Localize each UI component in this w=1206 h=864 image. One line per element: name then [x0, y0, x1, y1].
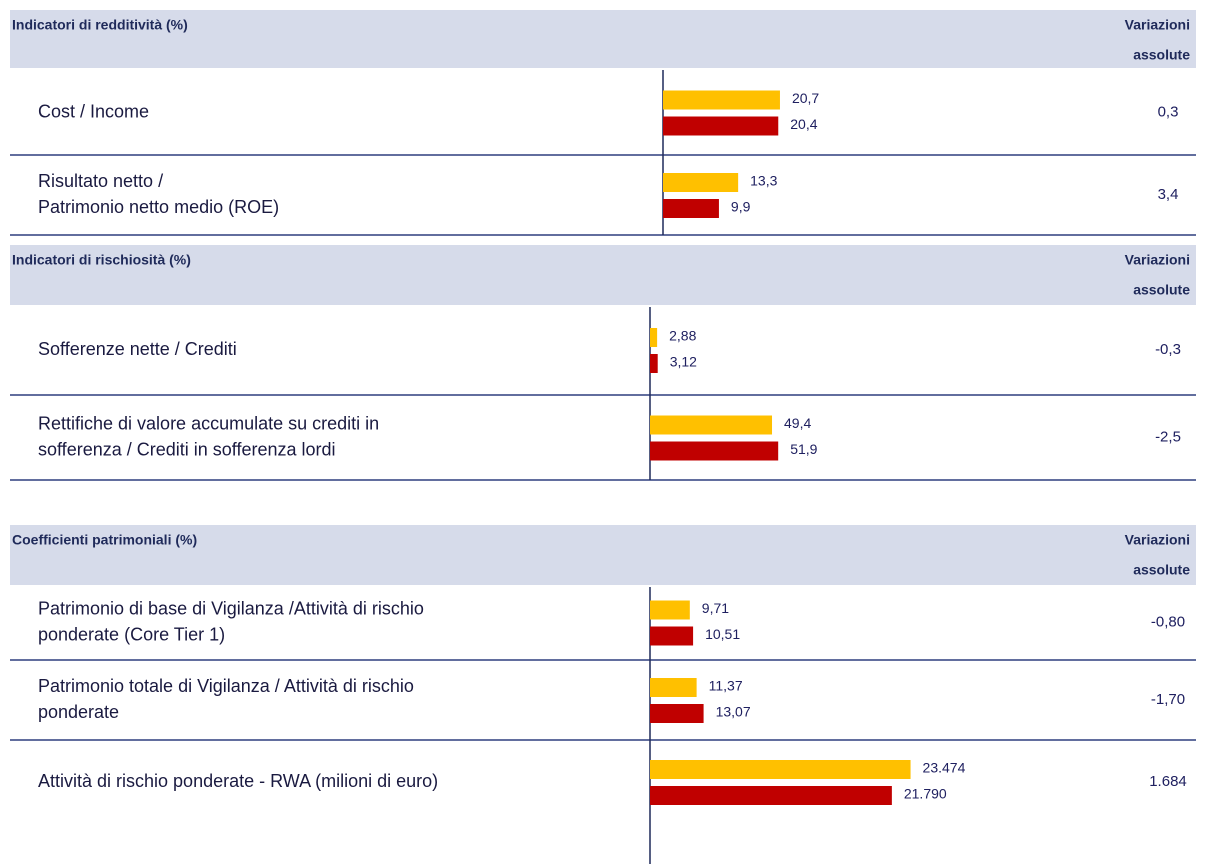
bar-value: 13,07	[716, 704, 751, 720]
change-header: Variazioni	[1125, 17, 1190, 33]
bar	[650, 600, 690, 620]
change-value: -0,80	[1151, 613, 1185, 630]
bar	[650, 704, 704, 723]
section-title: Coefficienti patrimoniali (%)	[12, 532, 197, 548]
bar	[663, 116, 779, 136]
change-value: 1.684	[1149, 773, 1187, 790]
bar-value: 3,12	[670, 354, 697, 370]
bar-value: 9,9	[731, 199, 751, 215]
section-title: Indicatori di rischiosità (%)	[12, 252, 191, 268]
section-title: Indicatori di redditività (%)	[12, 17, 188, 33]
row-label: Patrimonio totale di Vigilanza / Attivit…	[38, 676, 414, 696]
bar	[663, 90, 780, 110]
change-value: -2,5	[1155, 428, 1181, 445]
bar	[663, 173, 739, 192]
change-header: Variazioni	[1125, 252, 1190, 268]
row-label: Risultato netto /	[38, 171, 163, 191]
change-value: 3,4	[1158, 186, 1179, 203]
bar-value: 20,7	[792, 90, 819, 106]
bar	[650, 678, 697, 697]
bar	[650, 760, 911, 779]
bar	[663, 199, 719, 218]
row-label: Rettifiche di valore accumulate su credi…	[38, 413, 379, 433]
change-header: Variazioni	[1125, 532, 1190, 548]
row-label: ponderate	[38, 702, 119, 722]
bar	[650, 354, 658, 373]
row-label: Patrimonio netto medio (ROE)	[38, 197, 279, 217]
change-value: -1,70	[1151, 691, 1185, 708]
row-label: ponderate (Core Tier 1)	[38, 624, 225, 644]
bar-value: 51,9	[790, 441, 817, 457]
bar	[650, 626, 694, 646]
bar-value: 9,71	[702, 600, 729, 616]
bar-value: 21.790	[904, 786, 947, 802]
bar-value: 11,37	[709, 678, 743, 694]
bar	[650, 415, 773, 435]
section-header	[10, 525, 1196, 585]
section-header	[10, 245, 1196, 305]
bar-value: 20,4	[790, 116, 817, 132]
change-value: -0,3	[1155, 341, 1181, 358]
change-header: assolute	[1133, 47, 1190, 63]
bar	[650, 441, 779, 461]
row-label: Cost / Income	[38, 101, 149, 121]
bar-value: 13,3	[750, 173, 777, 189]
row-label: Attività di rischio ponderate - RWA (mil…	[38, 771, 438, 791]
bar-value: 2,88	[669, 328, 696, 344]
bar	[650, 786, 892, 805]
row-label: Patrimonio di base di Vigilanza /Attivit…	[38, 598, 424, 618]
bar	[650, 328, 658, 347]
bar-value: 23.474	[923, 760, 966, 776]
row-label: Sofferenze nette / Crediti	[38, 339, 237, 359]
section-header	[10, 10, 1196, 68]
bar-value: 49,4	[784, 415, 811, 431]
change-header: assolute	[1133, 282, 1190, 298]
change-header: assolute	[1133, 562, 1190, 578]
bar-value: 10,51	[705, 626, 740, 642]
row-label: sofferenza / Crediti in sofferenza lordi	[38, 439, 336, 459]
change-value: 0,3	[1158, 103, 1179, 120]
